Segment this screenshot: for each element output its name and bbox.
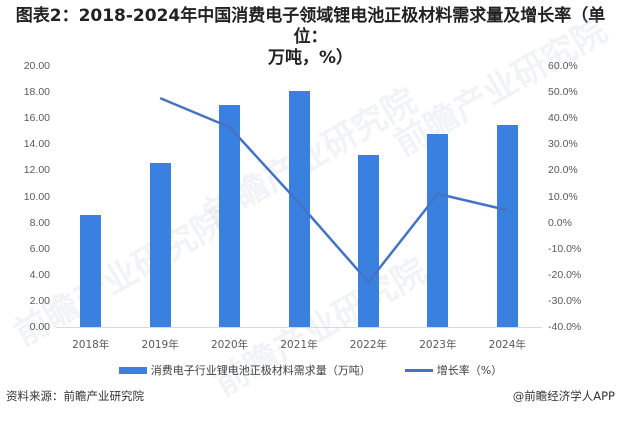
right-axis-tick: 40.0%	[548, 112, 578, 125]
x-axis-label: 2024年	[488, 339, 526, 351]
source-note: 资料来源：前瞻产业研究院	[6, 389, 144, 403]
left-axis-tick: 2.00	[29, 294, 50, 307]
right-axis-tick: -20.0%	[548, 268, 582, 281]
legend: 消费电子行业锂电池正极材料需求量（万吨） 增长率（%）	[0, 362, 621, 378]
bar-demand	[219, 105, 241, 327]
right-axis-tick: 10.0%	[548, 190, 578, 203]
bar-swatch-icon	[118, 366, 147, 374]
legend-label-demand: 消费电子行业锂电池正极材料需求量（万吨）	[150, 364, 371, 377]
left-axis-tick: 14.00	[23, 138, 50, 151]
bar-demand	[80, 214, 102, 327]
line-swatch-icon	[404, 368, 433, 372]
right-axis-tick: -10.0%	[548, 242, 582, 255]
bar-demand	[357, 154, 379, 327]
left-axis-tick: 20.00	[23, 60, 50, 72]
bar-demand	[149, 162, 171, 327]
chart-title: 图表2：2018-2024年中国消费电子领域锂电池正极材料需求量及增长率（单位：…	[0, 6, 621, 69]
right-axis-tick: 60.0%	[548, 60, 578, 72]
title-line-2: 万吨，%）	[267, 48, 354, 68]
bar-demand	[427, 133, 449, 327]
left-axis-tick: 10.00	[23, 190, 50, 203]
bar-demand	[496, 124, 518, 327]
right-axis-tick: -40.0%	[548, 321, 582, 333]
right-axis-tick: 30.0%	[548, 138, 578, 151]
left-axis-tick: 4.00	[29, 268, 50, 281]
x-axis-line	[56, 327, 542, 328]
legend-label-growth: 增长率（%）	[436, 364, 503, 377]
legend-item-demand: 消费电子行业锂电池正极材料需求量（万吨）	[118, 362, 371, 378]
x-axis-label: 2019年	[141, 339, 179, 351]
left-axis-tick: 8.00	[29, 216, 50, 229]
x-axis-label: 2023年	[419, 339, 457, 351]
x-axis-label: 2020年	[210, 339, 249, 351]
left-axis-tick: 0.00	[29, 321, 50, 333]
x-axis-label: 2018年	[72, 339, 110, 351]
left-axis-tick: 18.00	[23, 86, 50, 99]
legend-item-growth: 增长率（%）	[404, 362, 503, 378]
right-axis-tick: 50.0%	[548, 86, 578, 99]
x-axis-label: 2021年	[280, 339, 318, 351]
left-axis-tick: 16.00	[23, 112, 50, 125]
bar-demand	[288, 90, 310, 327]
left-axis-tick: 12.00	[23, 164, 50, 177]
credit-note: @前瞻经济学人APP	[512, 389, 615, 403]
title-line-1: 图表2：2018-2024年中国消费电子领域锂电池正极材料需求量及增长率（单位：	[15, 6, 606, 47]
left-axis-tick: 6.00	[29, 242, 50, 255]
right-axis-tick: 0.0%	[548, 216, 572, 229]
right-axis-tick: -30.0%	[548, 294, 582, 307]
x-axis-label: 2022年	[349, 339, 388, 351]
right-axis-tick: 20.0%	[548, 164, 578, 177]
